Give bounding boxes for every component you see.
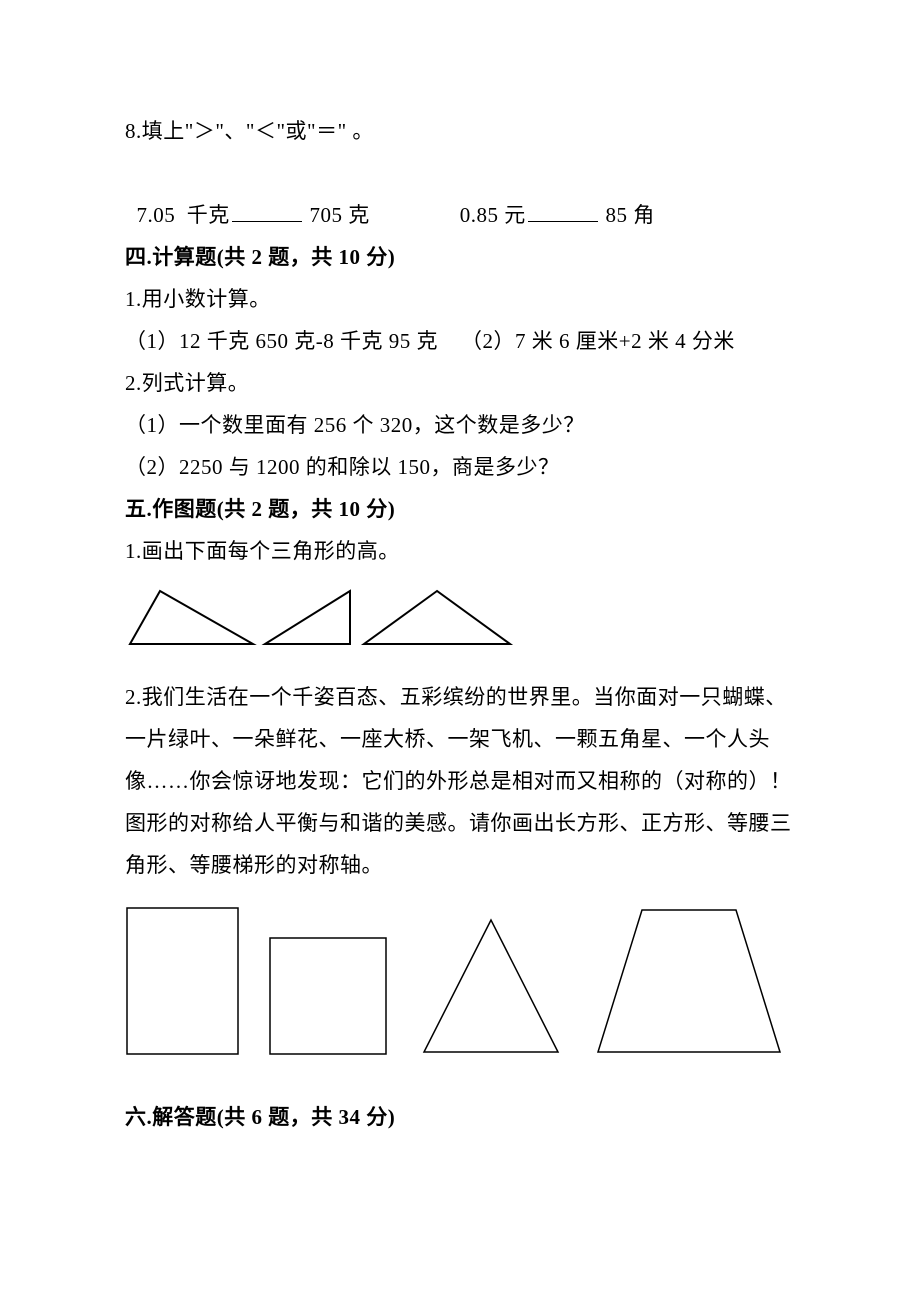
shape-square: [268, 936, 388, 1056]
triangles-figure: [125, 586, 795, 648]
q8-pair2-left: 0.85 元: [460, 203, 526, 227]
s4-q2-p1: （1）一个数里面有 256 个 320，这个数是多少？: [125, 404, 795, 446]
s4-q2: 2.列式计算。: [125, 362, 795, 404]
s4-q2-p2: （2）2250 与 1200 的和除以 150，商是多少？: [125, 446, 795, 488]
triangle-2: [260, 586, 355, 648]
section5-heading: 五.作图题(共 2 题，共 10 分): [125, 488, 795, 530]
shape-rectangle: [125, 906, 240, 1056]
q8-prompt: 8.填上"＞"、"＜"或"＝" 。: [125, 110, 795, 152]
section4-heading: 四.计算题(共 2 题，共 10 分): [125, 236, 795, 278]
section6-heading: 六.解答题(共 6 题，共 34 分): [125, 1096, 795, 1138]
q8-pair2-right: 85 角: [600, 203, 655, 227]
symmetry-shapes-figure: [125, 906, 795, 1056]
triangle-3: [359, 586, 517, 648]
q8-pair1-left: 7.05 千克: [137, 203, 230, 227]
q8-pairs: 7.05 千克 705 克 0.85 元 85 角: [125, 152, 795, 236]
q8-pair1-right: 705 克: [304, 203, 370, 227]
s5-q1: 1.画出下面每个三角形的高。: [125, 530, 795, 572]
shape-isosceles-triangle: [416, 916, 566, 1056]
s4-q1: 1.用小数计算。: [125, 278, 795, 320]
q8-blank2[interactable]: [528, 200, 598, 222]
shape-isosceles-trapezoid: [594, 906, 784, 1056]
s5-q2: 2.我们生活在一个千姿百态、五彩缤纷的世界里。当你面对一只蝴蝶、一片绿叶、一朵鲜…: [125, 676, 795, 886]
triangle-1: [125, 586, 260, 648]
q8-blank1[interactable]: [232, 200, 302, 222]
s4-q1-parts: （1）12 千克 650 克-8 千克 95 克 （2）7 米 6 厘米+2 米…: [125, 320, 795, 362]
